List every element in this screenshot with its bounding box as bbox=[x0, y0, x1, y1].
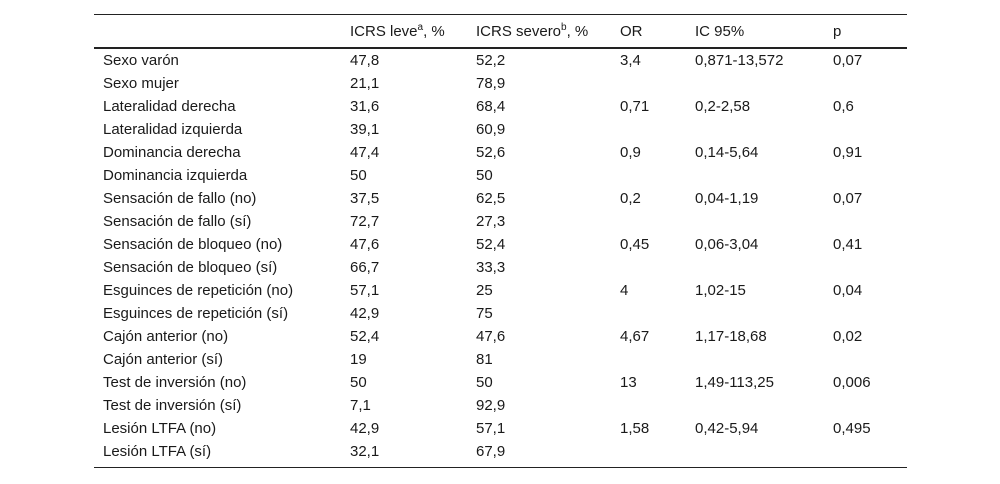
cell-icrs-severo: 75 bbox=[476, 305, 493, 322]
cell-p: 0,07 bbox=[833, 190, 863, 207]
cell-icrs-leve: 57,1 bbox=[350, 282, 380, 299]
cell-icrs-severo: 27,3 bbox=[476, 213, 506, 230]
header-icrs-severo-text: ICRS severo bbox=[476, 23, 562, 40]
cell-variable: Sexo mujer bbox=[103, 75, 179, 92]
cell-icrs-leve: 19 bbox=[350, 351, 367, 368]
cell-variable: Sensación de fallo (sí) bbox=[103, 213, 252, 230]
cell-icrs-severo: 52,4 bbox=[476, 236, 506, 253]
cell-icrs-leve: 42,9 bbox=[350, 420, 380, 437]
cell-icrs-leve: 72,7 bbox=[350, 213, 380, 230]
cell-or: 0,71 bbox=[620, 98, 650, 115]
cell-or: 4,67 bbox=[620, 328, 650, 345]
cell-p: 0,91 bbox=[833, 144, 863, 161]
cell-icrs-leve: 32,1 bbox=[350, 443, 380, 460]
cell-icrs-leve: 66,7 bbox=[350, 259, 380, 276]
header-icrs-leve: ICRS levea, % bbox=[350, 23, 445, 41]
cell-or: 4 bbox=[620, 282, 629, 299]
header-icrs-severo-unit: , % bbox=[566, 23, 589, 40]
cell-or: 3,4 bbox=[620, 52, 641, 69]
cell-icrs-leve: 52,4 bbox=[350, 328, 380, 345]
footnote-marker-a: a bbox=[417, 22, 424, 33]
cell-variable: Sexo varón bbox=[103, 52, 179, 69]
cell-icrs-severo: 60,9 bbox=[476, 121, 506, 138]
header-ic95: IC 95% bbox=[695, 23, 745, 40]
cell-icrs-severo: 57,1 bbox=[476, 420, 506, 437]
cell-icrs-severo: 52,2 bbox=[476, 52, 506, 69]
cell-icrs-severo: 81 bbox=[476, 351, 493, 368]
cell-variable: Sensación de bloqueo (sí) bbox=[103, 259, 278, 276]
cell-or: 0,9 bbox=[620, 144, 641, 161]
cell-variable: Sensación de bloqueo (no) bbox=[103, 236, 283, 253]
cell-p: 0,41 bbox=[833, 236, 863, 253]
cell-p: 0,02 bbox=[833, 328, 863, 345]
table-top-rule bbox=[94, 14, 907, 15]
cell-icrs-severo: 25 bbox=[476, 282, 493, 299]
cell-variable: Dominancia izquierda bbox=[103, 167, 248, 184]
cell-or: 0,45 bbox=[620, 236, 650, 253]
cell-icrs-severo: 68,4 bbox=[476, 98, 506, 115]
table-bottom-rule bbox=[94, 467, 907, 468]
cell-icrs-leve: 21,1 bbox=[350, 75, 380, 92]
header-or: OR bbox=[620, 23, 643, 40]
cell-icrs-leve: 47,6 bbox=[350, 236, 380, 253]
cell-variable: Esguinces de repetición (sí) bbox=[103, 305, 289, 322]
cell-ic95: 1,49-113,25 bbox=[695, 374, 774, 391]
header-p: p bbox=[833, 23, 842, 40]
cell-or: 13 bbox=[620, 374, 637, 391]
cell-icrs-severo: 78,9 bbox=[476, 75, 506, 92]
header-icrs-leve-text: ICRS leve bbox=[350, 23, 418, 40]
header-icrs-severo: ICRS severob, % bbox=[476, 23, 588, 41]
cell-variable: Lesión LTFA (sí) bbox=[103, 443, 212, 460]
cell-icrs-leve: 50 bbox=[350, 167, 367, 184]
cell-ic95: 1,17-18,68 bbox=[695, 328, 767, 345]
cell-variable: Lateralidad derecha bbox=[103, 98, 236, 115]
cell-icrs-severo: 47,6 bbox=[476, 328, 506, 345]
cell-variable: Lesión LTFA (no) bbox=[103, 420, 217, 437]
cell-icrs-severo: 52,6 bbox=[476, 144, 506, 161]
header-rule bbox=[94, 47, 907, 49]
cell-icrs-leve: 37,5 bbox=[350, 190, 380, 207]
cell-variable: Cajón anterior (sí) bbox=[103, 351, 224, 368]
cell-variable: Test de inversión (no) bbox=[103, 374, 247, 391]
cell-ic95: 0,871-13,572 bbox=[695, 52, 784, 69]
cell-p: 0,07 bbox=[833, 52, 863, 69]
cell-icrs-leve: 42,9 bbox=[350, 305, 380, 322]
cell-variable: Esguinces de repetición (no) bbox=[103, 282, 294, 299]
cell-or: 0,2 bbox=[620, 190, 641, 207]
cell-icrs-severo: 33,3 bbox=[476, 259, 506, 276]
cell-icrs-leve: 50 bbox=[350, 374, 367, 391]
cell-icrs-leve: 47,4 bbox=[350, 144, 380, 161]
cell-icrs-severo: 50 bbox=[476, 167, 493, 184]
cell-ic95: 0,42-5,94 bbox=[695, 420, 759, 437]
cell-p: 0,006 bbox=[833, 374, 871, 391]
cell-icrs-severo: 50 bbox=[476, 374, 493, 391]
cell-variable: Cajón anterior (no) bbox=[103, 328, 229, 345]
cell-variable: Test de inversión (sí) bbox=[103, 397, 242, 414]
cell-ic95: 0,2-2,58 bbox=[695, 98, 751, 115]
cell-or: 1,58 bbox=[620, 420, 650, 437]
cell-variable: Dominancia derecha bbox=[103, 144, 241, 161]
cell-variable: Sensación de fallo (no) bbox=[103, 190, 257, 207]
cell-icrs-severo: 92,9 bbox=[476, 397, 506, 414]
cell-icrs-leve: 31,6 bbox=[350, 98, 380, 115]
cell-icrs-leve: 39,1 bbox=[350, 121, 380, 138]
header-icrs-leve-unit: , % bbox=[423, 23, 445, 40]
cell-ic95: 0,14-5,64 bbox=[695, 144, 759, 161]
footnote-marker-b: b bbox=[561, 22, 567, 33]
cell-ic95: 0,06-3,04 bbox=[695, 236, 759, 253]
cell-p: 0,495 bbox=[833, 420, 871, 437]
cell-icrs-leve: 47,8 bbox=[350, 52, 380, 69]
cell-p: 0,04 bbox=[833, 282, 863, 299]
cell-ic95: 0,04-1,19 bbox=[695, 190, 759, 207]
cell-icrs-severo: 62,5 bbox=[476, 190, 506, 207]
cell-variable: Lateralidad izquierda bbox=[103, 121, 243, 138]
cell-ic95: 1,02-15 bbox=[695, 282, 746, 299]
cell-p: 0,6 bbox=[833, 98, 854, 115]
cell-icrs-severo: 67,9 bbox=[476, 443, 506, 460]
cell-icrs-leve: 7,1 bbox=[350, 397, 371, 414]
